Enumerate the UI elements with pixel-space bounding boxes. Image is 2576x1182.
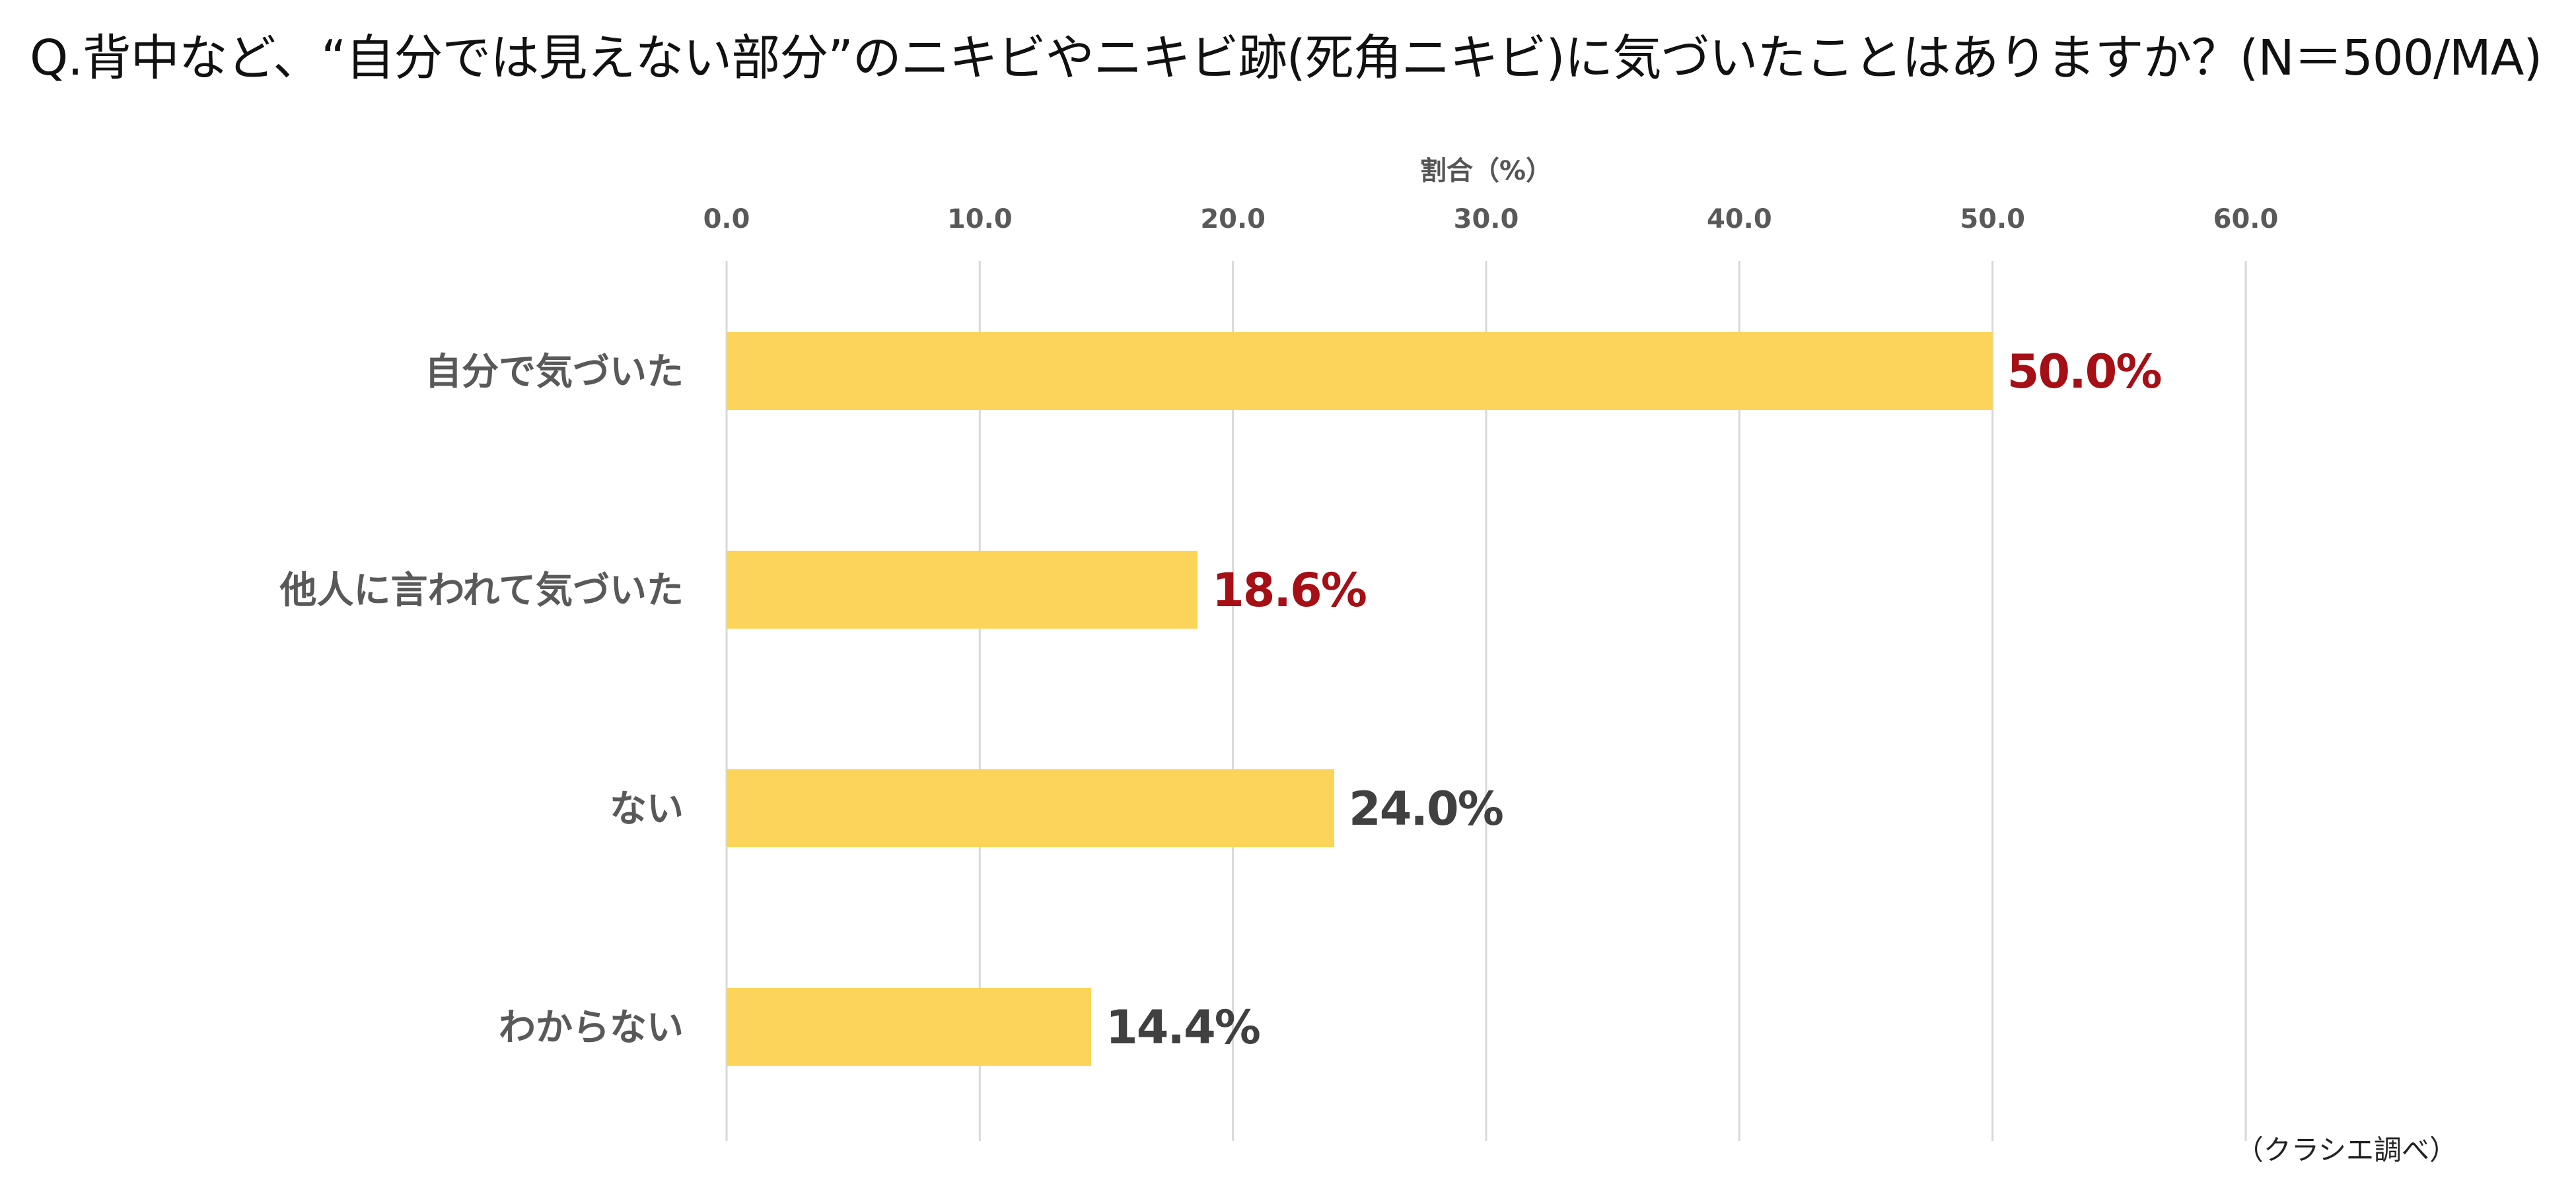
- value-labels: 50.0% 18.6% 24.0% 14.4%: [1106, 345, 2163, 1055]
- x-axis-ticks: 0.0 10.0 20.0 30.0 40.0 50.0 60.0: [703, 204, 2279, 234]
- chart-question-title: Q.背中など、“自分では見えない部分”のニキビやニキビ跡(死角ニキビ)に気づいた…: [30, 30, 2542, 87]
- x-tick-label: 10.0: [947, 204, 1013, 234]
- bars: [727, 332, 1993, 1066]
- value-label: 14.4%: [1106, 1000, 1260, 1055]
- source-note: （クラシエ調べ）: [2235, 1134, 2457, 1166]
- x-tick-label: 50.0: [1960, 204, 2025, 234]
- x-tick-label: 60.0: [2213, 204, 2279, 234]
- category-label: ない: [610, 788, 684, 831]
- x-tick-label: 20.0: [1200, 204, 1266, 234]
- value-label: 50.0%: [2007, 345, 2161, 399]
- x-tick-label: 0.0: [703, 204, 750, 234]
- x-axis-title: 割合（%）: [1420, 156, 1552, 186]
- bar: [727, 332, 1993, 410]
- bar: [727, 551, 1198, 629]
- bar: [727, 988, 1091, 1066]
- value-label: 18.6%: [1212, 563, 1366, 617]
- x-tick-label: 30.0: [1454, 204, 1519, 234]
- x-tick-label: 40.0: [1707, 204, 1772, 234]
- category-label: わからない: [499, 1006, 684, 1049]
- category-label: 他人に言われて気づいた: [279, 569, 684, 612]
- value-label: 24.0%: [1349, 782, 1503, 836]
- category-label: 自分で気づいた: [425, 351, 684, 394]
- bar: [727, 769, 1334, 847]
